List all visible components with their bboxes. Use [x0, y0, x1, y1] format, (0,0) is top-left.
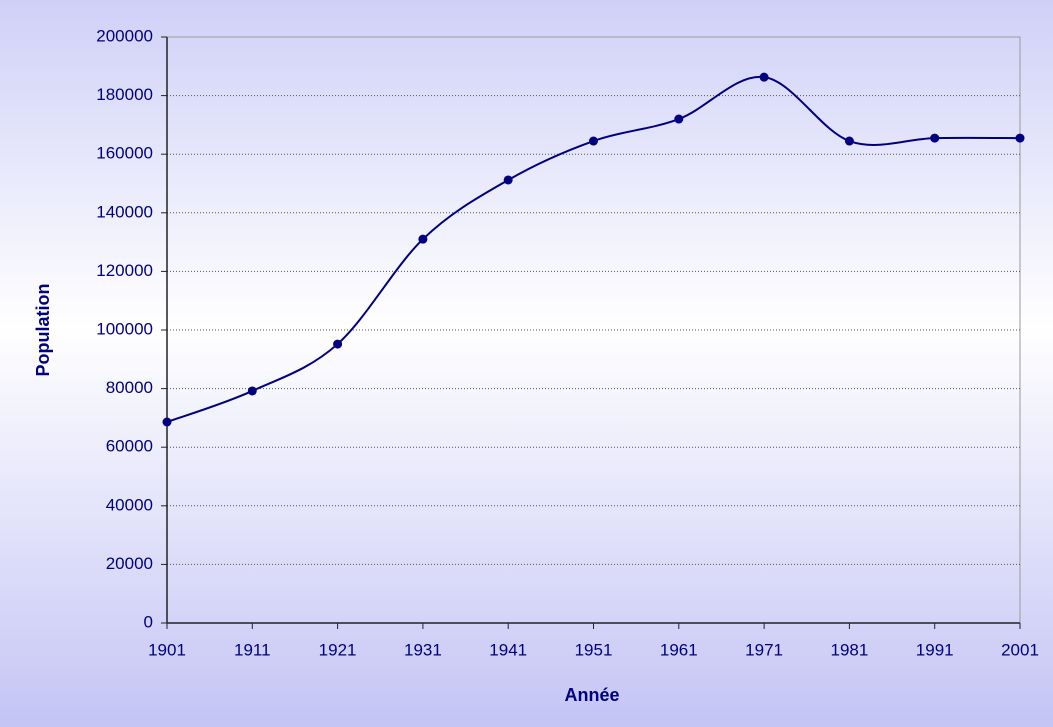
x-tick-label: 2001	[1001, 640, 1039, 659]
y-tick-label: 80000	[106, 378, 153, 397]
marker	[162, 417, 172, 427]
x-axis-title: Année	[564, 685, 619, 705]
marker	[418, 234, 428, 244]
marker	[589, 136, 598, 146]
x-tick-label: 1911	[234, 640, 271, 659]
y-tick-label: 180000	[96, 85, 153, 104]
x-tick-label: 1941	[489, 640, 527, 659]
x-tick-label: 1981	[830, 640, 868, 659]
x-tick-label: 1951	[575, 640, 613, 659]
y-tick-label: 40000	[106, 495, 153, 514]
x-tick-label: 1921	[319, 640, 357, 659]
marker	[930, 133, 940, 143]
y-tick-label: 60000	[106, 437, 153, 456]
marker	[247, 386, 257, 396]
x-tick-label: 1901	[148, 640, 186, 659]
y-tick-label: 20000	[106, 554, 153, 573]
marker	[759, 72, 769, 82]
marker	[333, 339, 343, 349]
x-tick-label: 1961	[660, 640, 698, 659]
y-axis-title: Population	[33, 284, 53, 377]
marker	[674, 114, 684, 124]
marker	[503, 175, 513, 185]
y-tick-label: 160000	[96, 144, 153, 163]
marker	[1015, 133, 1025, 143]
y-tick-label: 120000	[96, 261, 153, 280]
y-tick-label: 200000	[96, 26, 153, 45]
x-tick-label: 1971	[745, 640, 783, 659]
x-tick-label: 1991	[916, 640, 954, 659]
y-tick-label: 140000	[96, 202, 153, 221]
marker	[844, 136, 854, 146]
y-tick-label: 0	[144, 612, 153, 631]
x-tick-label: 1931	[404, 640, 442, 659]
y-tick-label: 100000	[96, 319, 153, 338]
